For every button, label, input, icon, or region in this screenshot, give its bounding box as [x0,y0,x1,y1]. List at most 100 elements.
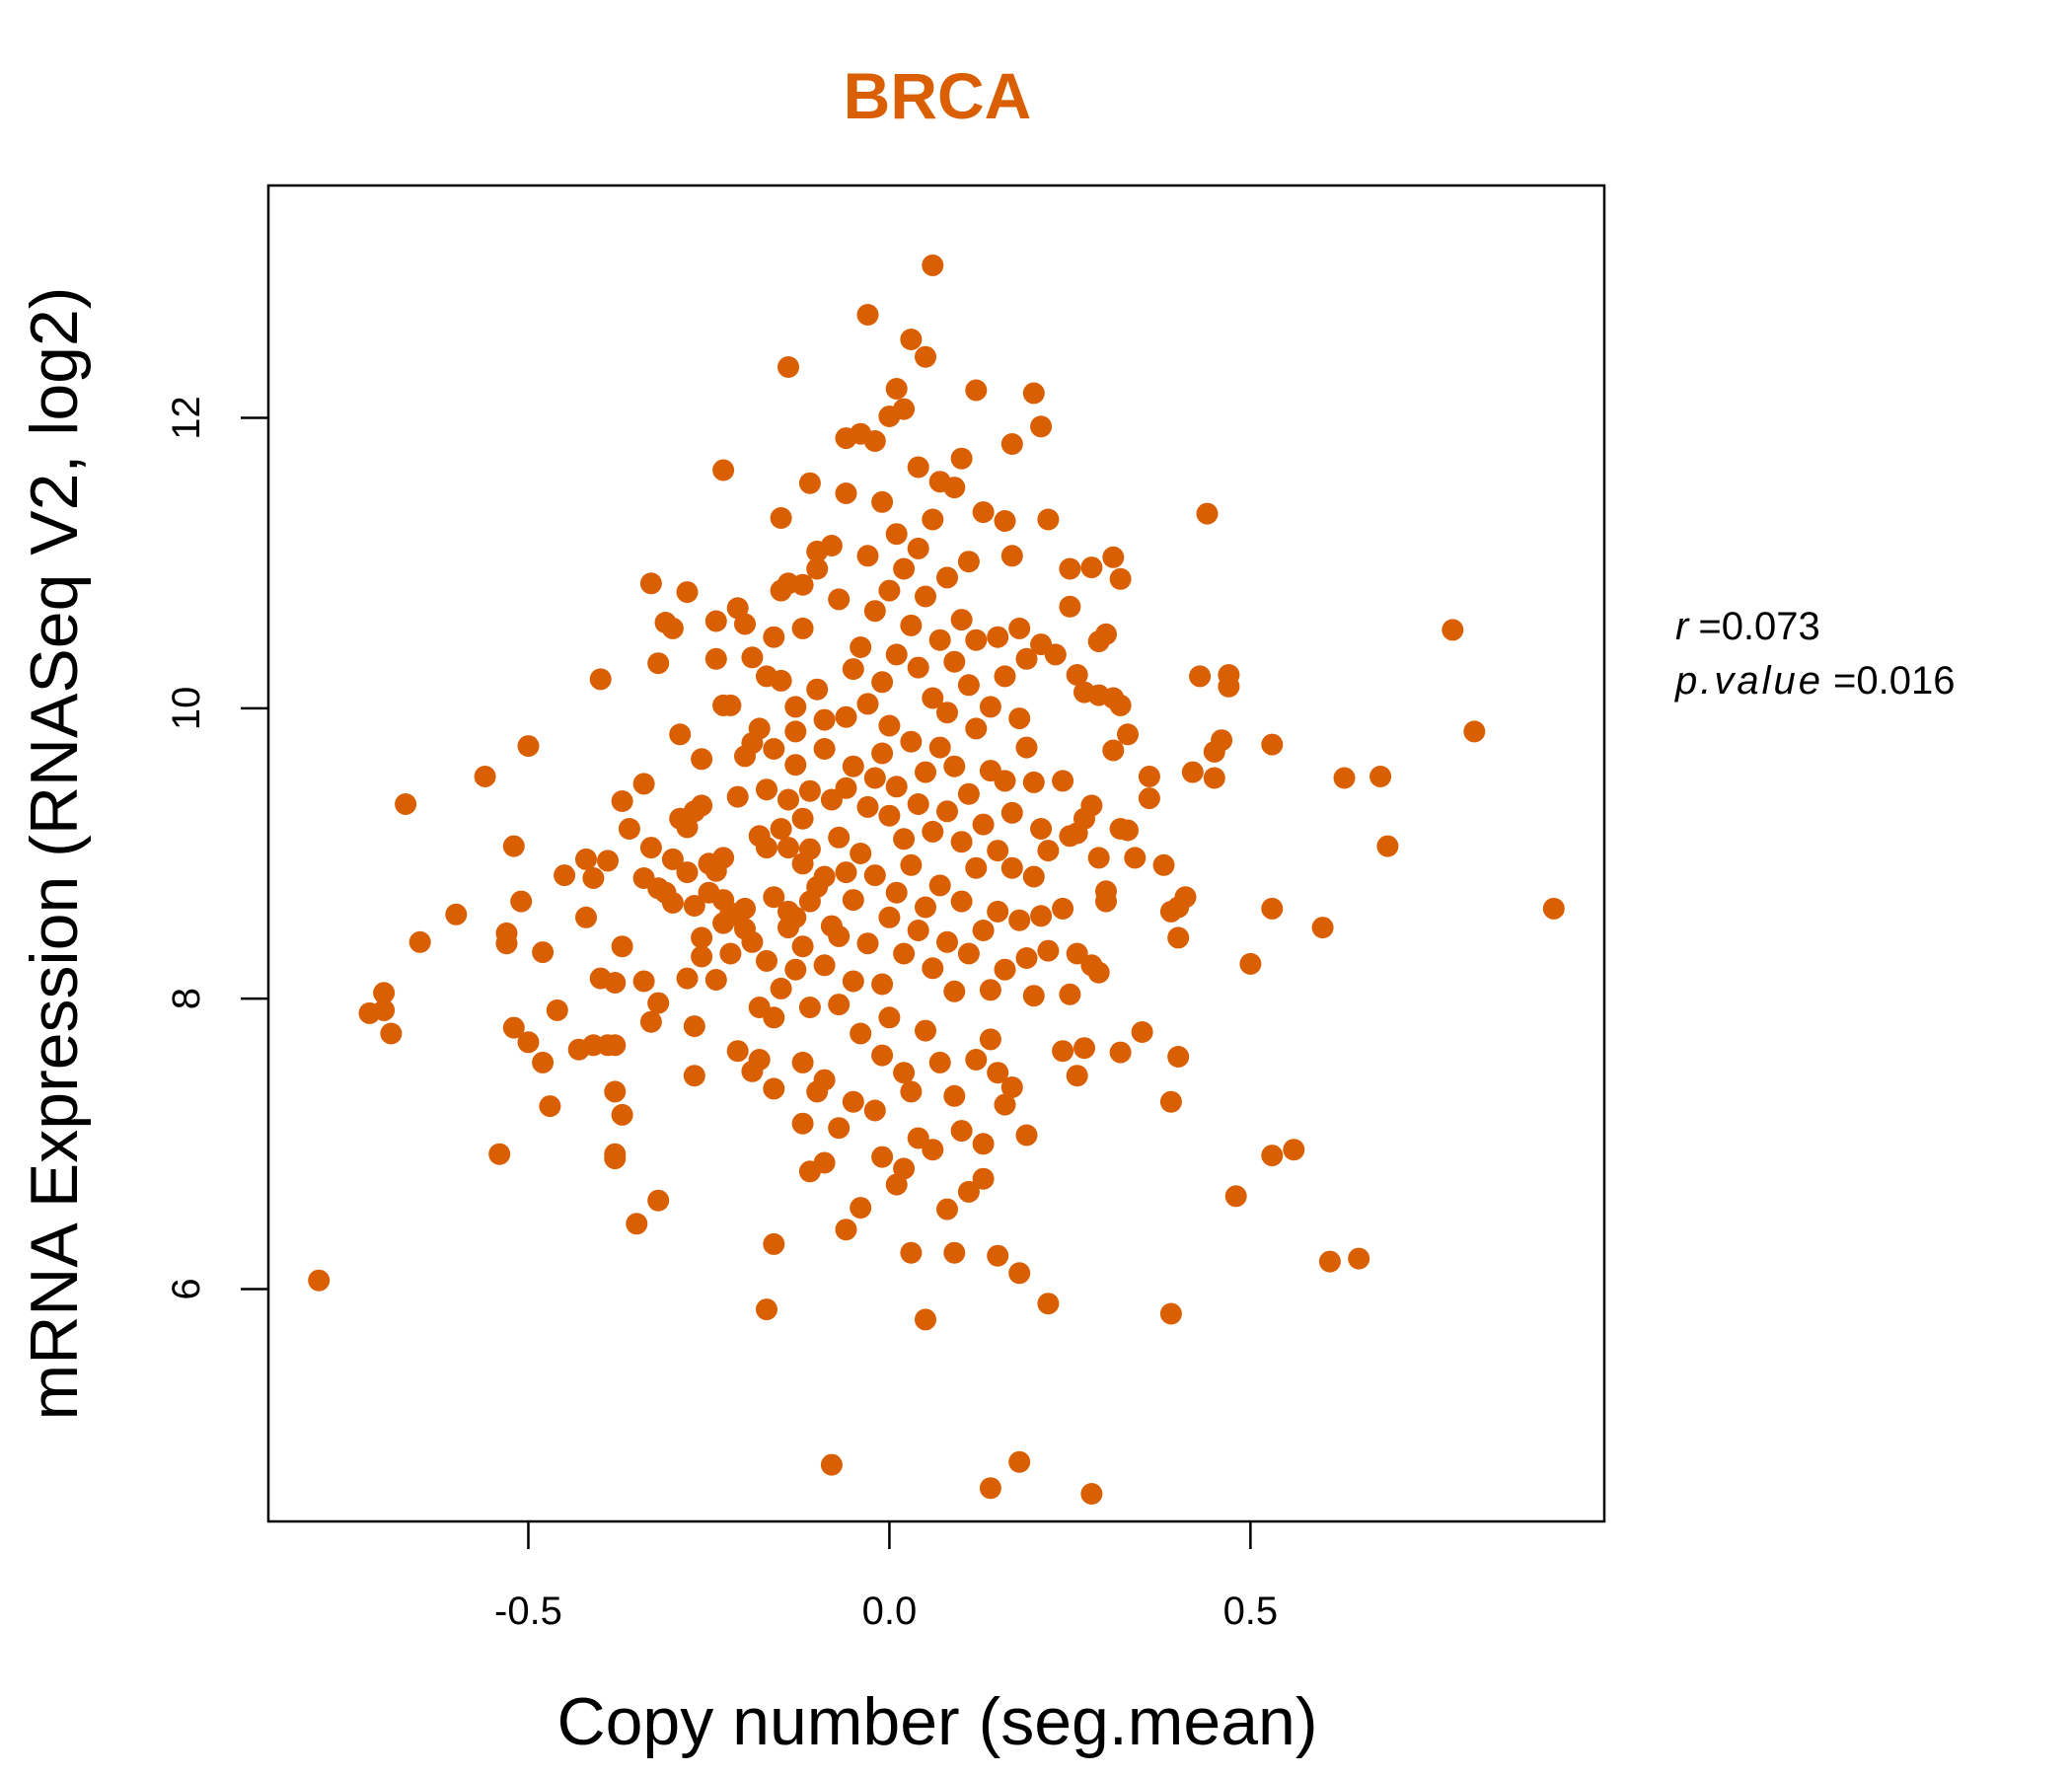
data-point [726,785,749,808]
data-point [965,629,988,651]
data-point [1261,733,1284,756]
data-point [979,696,1001,718]
data-point [445,903,468,925]
data-point [770,507,792,529]
data-point [994,770,1016,792]
data-point [395,793,417,815]
data-point [850,843,872,864]
data-point [928,736,951,759]
data-point [856,693,879,715]
data-point [798,779,821,802]
data-point [928,629,951,651]
data-point [828,826,851,849]
data-point [957,674,980,697]
data-point [907,456,929,479]
data-point [1022,382,1045,405]
data-point [900,329,923,350]
data-point [900,1241,923,1264]
data-point [1052,1040,1074,1063]
data-point [784,754,807,777]
data-point [1159,1302,1182,1325]
y-tick-label: 10 [165,687,208,731]
data-point [770,669,792,692]
data-point [943,755,966,777]
data-point [1102,546,1125,568]
x-tick-label: -0.5 [494,1590,562,1633]
data-point [1138,787,1160,810]
data-point [813,1069,836,1091]
data-point [597,850,619,872]
data-point [835,777,857,799]
data-point [676,581,699,604]
data-point [915,1308,936,1331]
data-point [1109,694,1132,716]
data-point [604,1080,627,1103]
data-point [611,1103,633,1126]
data-point [878,714,901,737]
data-point [1059,983,1081,1005]
data-point [915,761,936,783]
data-point [1066,942,1088,965]
data-point [813,738,836,760]
data-point [943,477,966,499]
data-point [691,945,713,968]
data-point [850,1197,872,1220]
data-point [502,1016,525,1039]
data-point [1167,1046,1190,1068]
data-point [1117,819,1139,842]
data-point [784,720,807,743]
data-point [1369,766,1392,787]
data-point [813,708,836,731]
data-point [632,773,655,795]
data-point [878,804,901,827]
chart-title: BRCA [844,59,1032,132]
data-point [582,867,605,889]
data-point [856,932,879,955]
data-point [1159,1090,1182,1113]
data-point [639,837,662,859]
data-point [835,482,857,504]
data-point [820,788,843,811]
data-point [972,501,995,524]
data-point [510,890,533,913]
data-point [1037,939,1060,962]
data-point [928,874,951,897]
data-point [539,1095,561,1118]
data-point [575,848,597,870]
data-point [1333,767,1356,789]
data-point [777,837,799,859]
data-point [1463,720,1486,743]
data-point [893,557,916,580]
data-point [791,573,814,596]
data-point [770,977,792,999]
p-label: p.value [1674,659,1823,703]
data-point [1102,739,1125,762]
data-point [850,636,872,658]
data-point [871,742,894,765]
data-point [784,958,807,981]
data-point [943,1084,966,1107]
data-point [1109,567,1132,590]
data-point [1376,835,1399,857]
data-point [828,588,851,611]
data-point [647,992,670,1014]
data-point [1087,847,1110,869]
data-point [1000,433,1023,455]
data-point [987,1062,1009,1084]
data-point [842,970,864,993]
p-value: 0.016 [1856,659,1955,703]
data-point [763,738,785,760]
data-point [1015,736,1038,759]
data-point [748,1049,771,1071]
data-point [669,723,692,746]
data-point [1030,818,1053,840]
data-point [1311,917,1334,939]
data-point [972,813,995,836]
data-point [878,906,901,928]
data-point [950,831,973,853]
data-point [604,1143,627,1165]
data-point [915,896,936,919]
data-point [791,1112,814,1135]
data-point [965,1049,988,1071]
points-layer [308,254,1565,1505]
